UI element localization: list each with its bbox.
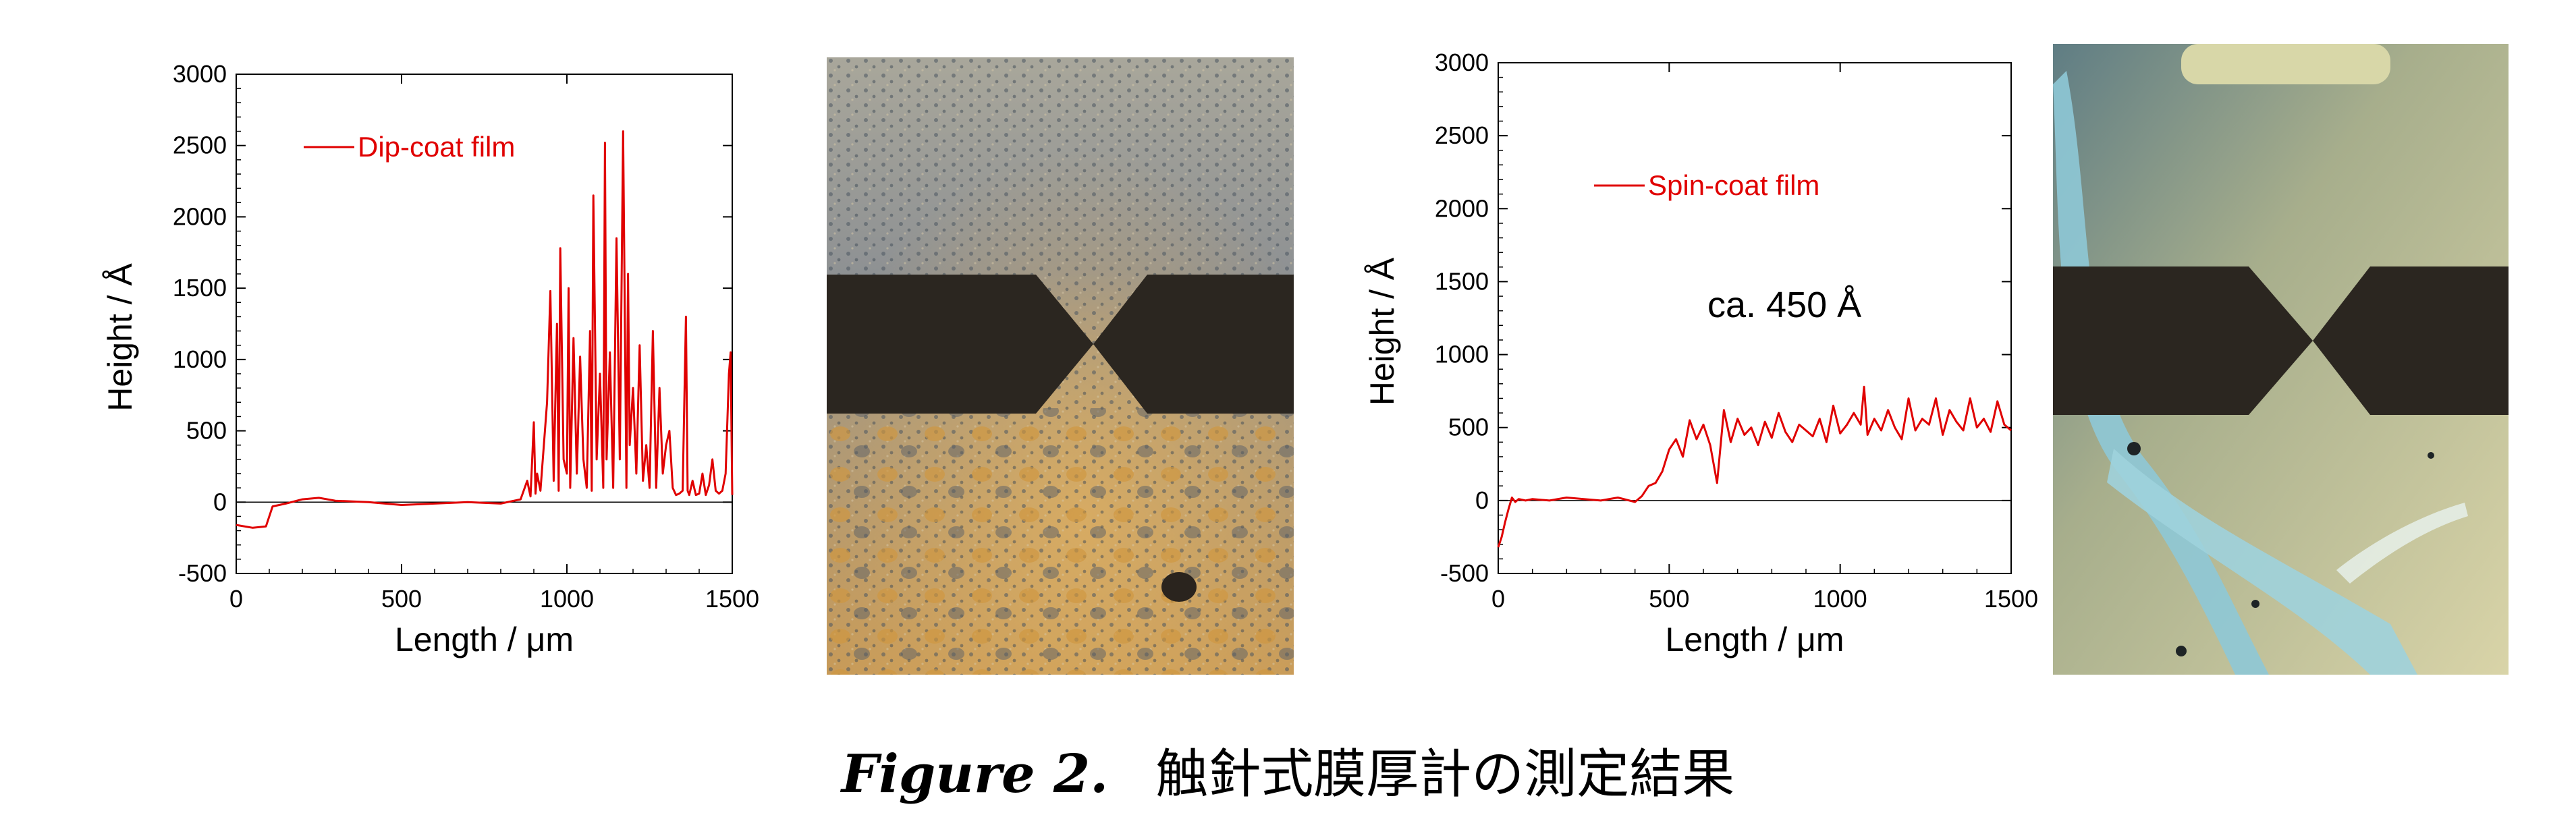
x-tick-label: 0 xyxy=(229,585,243,613)
y-tick-label: 2000 xyxy=(173,202,227,230)
y-tick-label: -500 xyxy=(178,559,227,587)
stylus-shadow-right xyxy=(2313,266,2509,415)
dip-coat-microscope-photo xyxy=(827,57,1294,675)
stylus-shadow xyxy=(2053,266,2313,415)
y-tick-label: 1000 xyxy=(1435,341,1489,368)
y-tick-label: 2500 xyxy=(1435,121,1489,149)
plot-frame xyxy=(236,74,733,574)
stylus-shadow xyxy=(827,275,1093,414)
spin-coat-photo-image xyxy=(2053,44,2509,675)
x-tick-label: 1500 xyxy=(705,585,759,613)
x-axis-label: Length / μm xyxy=(395,621,574,658)
plot-frame xyxy=(1498,62,2012,574)
y-axis-label: Height / Å xyxy=(1363,257,1401,405)
x-axis-label: Length / μm xyxy=(1665,621,1844,658)
x-tick-label: 0 xyxy=(1491,585,1505,613)
y-tick-label: 1000 xyxy=(173,345,227,373)
dip-coat-photo-image xyxy=(827,57,1294,675)
stylus-shadow-right xyxy=(1093,275,1294,414)
x-tick-label: 500 xyxy=(1649,585,1689,613)
y-tick-label: 500 xyxy=(186,417,227,445)
y-tick-label: 3000 xyxy=(1435,49,1489,76)
y-tick-label: -500 xyxy=(1440,559,1489,587)
y-tick-label: 2000 xyxy=(1435,194,1489,222)
y-tick-label: 2500 xyxy=(173,132,227,159)
figure-caption: Figure 2. 触針式膜厚計の測定結果 xyxy=(0,732,2576,808)
caption-text: 触針式膜厚計の測定結果 xyxy=(1155,744,1735,805)
y-tick-label: 1500 xyxy=(1435,267,1489,295)
legend-label: Dip-coat film xyxy=(358,131,515,163)
legend-label: Spin-coat film xyxy=(1648,169,1819,201)
y-tick-label: 500 xyxy=(1448,414,1489,441)
y-tick-label: 1500 xyxy=(173,274,227,302)
x-tick-label: 1500 xyxy=(1984,585,2038,613)
figure-label: Figure 2. xyxy=(841,743,1109,805)
spin-coat-microscope-photo xyxy=(2053,44,2509,675)
y-tick-label: 0 xyxy=(1475,486,1489,514)
series-line xyxy=(1497,385,2012,548)
x-tick-label: 1000 xyxy=(1813,585,1867,613)
annotation-text: ca. 450 Å xyxy=(1707,285,1861,325)
series-line xyxy=(236,130,734,529)
y-axis-label: Height / Å xyxy=(101,263,139,412)
x-tick-label: 1000 xyxy=(540,585,594,613)
y-tick-label: 0 xyxy=(213,488,227,515)
x-tick-label: 500 xyxy=(381,585,422,613)
y-tick-label: 3000 xyxy=(173,60,227,88)
